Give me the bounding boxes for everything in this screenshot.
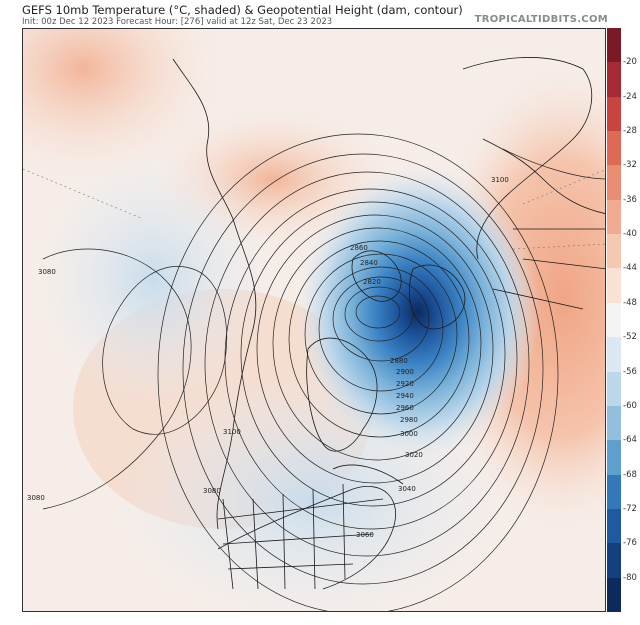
colorbar-segment: [607, 199, 621, 235]
weather-map: 3080 3100 2860 2840 2820 2880 2900 2920 …: [22, 28, 606, 612]
colorbar-segment: [607, 577, 621, 613]
colorbar-segment: [607, 440, 621, 476]
contour-label: 2880: [390, 357, 408, 365]
contour-label: 3000: [400, 430, 418, 438]
contour-labels: 3080 3100 2860 2840 2820 2880 2900 2920 …: [27, 176, 509, 539]
colorbar-tick-label: -36: [623, 194, 637, 205]
colorbar-tick-label: -24: [623, 91, 637, 102]
map-title: GEFS 10mb Temperature (°C, shaded) & Geo…: [22, 3, 463, 17]
contour-label: 3060: [356, 531, 374, 539]
contour-label: 3080: [38, 268, 56, 276]
contour-label: 2840: [360, 259, 378, 267]
temperature-colorbar: [607, 28, 621, 613]
contour-label: 3100: [223, 428, 241, 436]
contour-label: 3100: [491, 176, 509, 184]
map-canvas: 3080 3100 2860 2840 2820 2880 2900 2920 …: [23, 29, 605, 611]
brand-watermark: TROPICALTIDBITS.COM: [474, 14, 608, 25]
graticule: [23, 168, 605, 250]
contour-label: 2900: [396, 368, 414, 376]
contour-label: 3020: [405, 451, 423, 459]
contour-label: 2960: [396, 404, 414, 412]
colorbar-tick-label: -32: [623, 160, 637, 171]
colorbar-segment: [607, 96, 621, 132]
colorbar-tick-label: -52: [623, 332, 637, 343]
colorbar-segment: [607, 268, 621, 304]
contour-label: 3080: [203, 487, 221, 495]
colorbar-segment: [607, 131, 621, 166]
contour-label: 2820: [363, 278, 381, 286]
colorbar-segment: [607, 337, 621, 373]
colorbar-segment: [607, 234, 621, 269]
contour-label: 3080: [27, 494, 45, 502]
colorbar-segment: [607, 165, 621, 201]
colorbar-segment: [607, 508, 621, 544]
height-contours: [42, 133, 605, 611]
colorbar-tick-label: -76: [623, 538, 637, 549]
colorbar-tick-label: -56: [623, 366, 637, 377]
contour-label: 2860: [350, 244, 368, 252]
colorbar-segment: [607, 474, 621, 510]
contour-label: 3040: [398, 485, 416, 493]
colorbar-tick-label: -60: [623, 400, 637, 411]
colorbar-segment: [607, 543, 621, 579]
colorbar-segment: [607, 302, 621, 338]
colorbar-tick-label: -20: [623, 57, 637, 68]
colorbar-segment: [607, 405, 621, 441]
colorbar-tick-label: -44: [623, 263, 637, 274]
contour-label: 2980: [400, 416, 418, 424]
colorbar-tick-label: -72: [623, 503, 637, 514]
colorbar-ticks: -20 -24 -28 -32 -36 -40 -44 -48 -52 -56 -60 -64 -68 -…: [623, 28, 640, 612]
colorbar-segment: [607, 28, 621, 63]
coastlines: [172, 57, 605, 590]
colorbar-tick-label: -40: [623, 229, 637, 240]
colorbar-tick-label: -68: [623, 469, 637, 480]
map-subtitle: Init: 00z Dec 12 2023 Forecast Hour: [27…: [22, 17, 333, 27]
colorbar-segment: [607, 62, 621, 98]
colorbar-tick-label: -48: [623, 297, 637, 308]
colorbar-segment: [607, 371, 621, 407]
contour-label: 2940: [396, 392, 414, 400]
colorbar-tick-label: -28: [623, 126, 637, 137]
contour-label: 2920: [396, 380, 414, 388]
polar-vortex-core: [188, 91, 568, 551]
colorbar-tick-label: -80: [623, 572, 637, 583]
colorbar-tick-label: -64: [623, 435, 637, 446]
